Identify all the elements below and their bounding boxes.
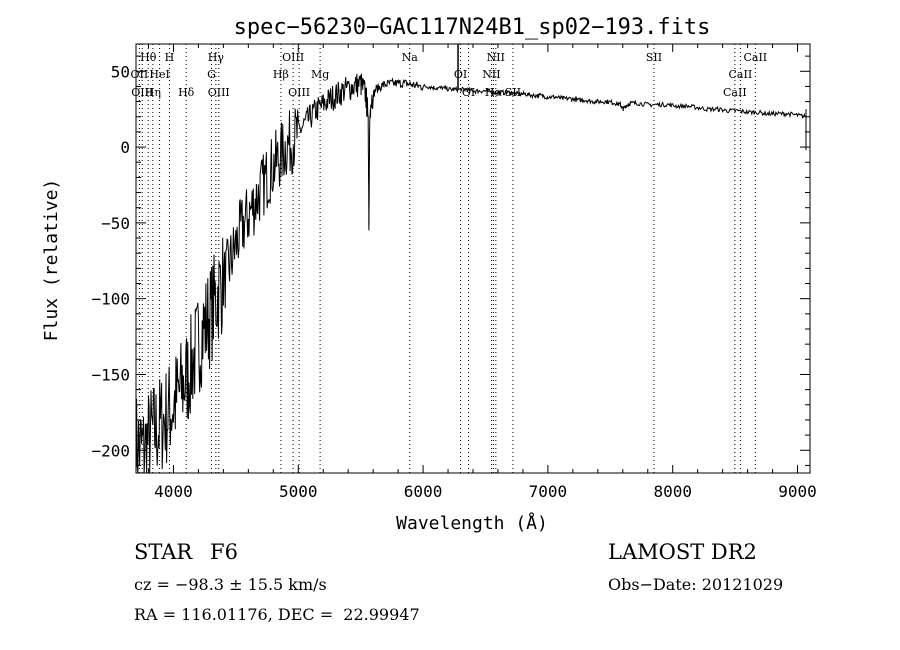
line-label: Hβ xyxy=(273,68,289,81)
line-label: Hγ xyxy=(208,51,225,64)
line-label: Hδ xyxy=(178,86,195,99)
line-label: SII xyxy=(646,51,662,64)
spectrum-line xyxy=(135,73,806,474)
y-tick-label: −100 xyxy=(91,290,130,309)
coordinates-line: RA = 116.01176, DEC = 22.99947 xyxy=(134,605,420,624)
line-label: CaII xyxy=(743,51,767,64)
x-tick-label: 7000 xyxy=(529,482,568,501)
line-label: Hθ xyxy=(140,51,157,64)
spectrum-series xyxy=(135,44,807,474)
x-tick-label: 4000 xyxy=(154,482,193,501)
y-tick-label: 0 xyxy=(120,138,130,157)
line-label: G xyxy=(207,68,216,81)
y-tick-label: −150 xyxy=(91,365,130,384)
x-tick-label: 5000 xyxy=(279,482,318,501)
line-label: OII xyxy=(131,68,149,81)
line-label: Hη xyxy=(145,86,161,99)
line-label: SII xyxy=(505,86,521,99)
x-tick-label: 6000 xyxy=(404,482,443,501)
class-label: STAR xyxy=(134,540,193,564)
x-axis-label: Wavelength (Å) xyxy=(396,512,548,534)
line-label: CaII xyxy=(729,68,753,81)
line-label: OIII xyxy=(288,86,310,99)
line-label: Mg xyxy=(311,68,329,81)
redshift-line: cz = −98.3 ± 15.5 km/s xyxy=(134,575,327,594)
observation-date: Obs−Date: 20121029 xyxy=(608,575,784,594)
line-label: OIII xyxy=(282,51,304,64)
line-label: H xyxy=(165,51,175,64)
y-tick-label: −200 xyxy=(91,441,130,460)
line-label: OI xyxy=(454,68,467,81)
subclass-label: F6 xyxy=(210,540,238,564)
x-axis-ticks: 4000 5000 6000 7000 8000 9000 xyxy=(147,44,817,501)
y-axis-label: Flux (relative) xyxy=(41,179,62,342)
line-label: NII xyxy=(487,51,505,64)
line-label: CaII xyxy=(723,86,747,99)
survey-label: LAMOST DR2 xyxy=(608,540,757,564)
y-tick-label: 50 xyxy=(111,62,130,81)
line-label: NII xyxy=(482,68,500,81)
line-label: HeI xyxy=(149,68,169,81)
line-label: OIII xyxy=(131,86,153,99)
line-label: Na xyxy=(402,51,419,64)
chart-title: spec−56230−GAC117N24B1_sp02−193.fits xyxy=(234,15,711,40)
y-axis-ticks: −200 −150 −100 −50 0 50 xyxy=(91,55,810,466)
x-tick-label: 9000 xyxy=(778,482,817,501)
x-tick-label: 8000 xyxy=(653,482,692,501)
line-label: OIII xyxy=(208,86,230,99)
y-tick-label: −50 xyxy=(101,214,130,233)
